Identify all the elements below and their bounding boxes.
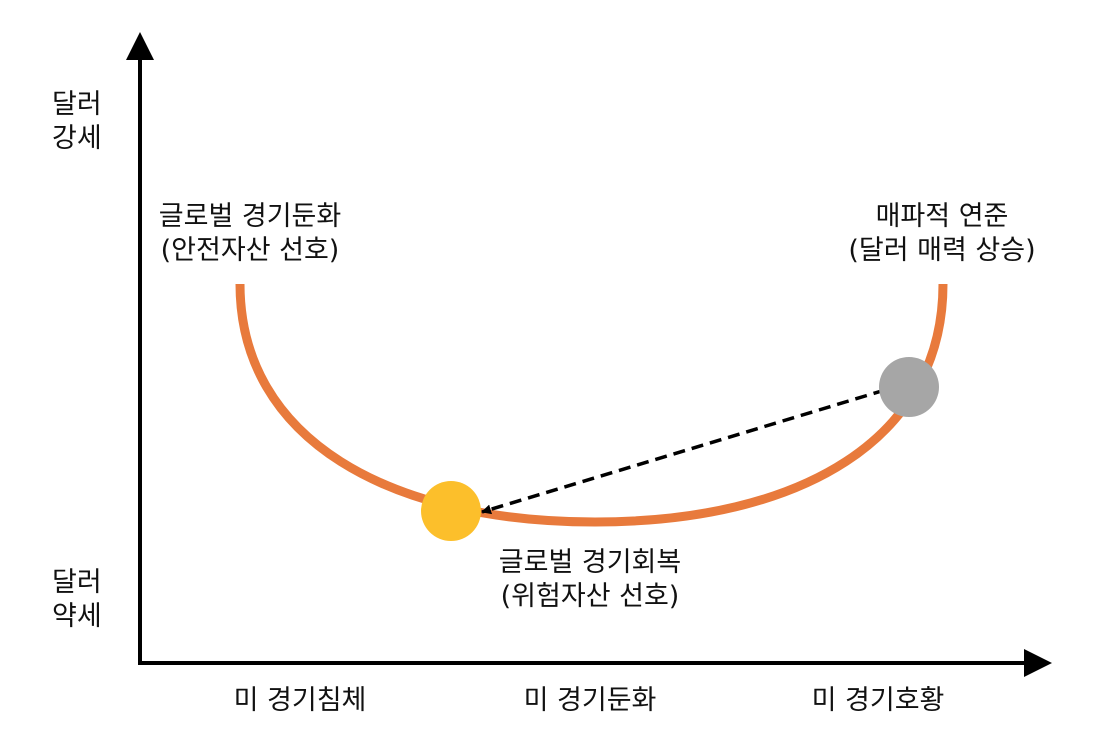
transition-arrow — [481, 388, 886, 515]
y-axis-arrowhead — [126, 32, 154, 60]
annotation-right-sub: (달러 매력 상승) — [848, 235, 1036, 266]
target-state-point — [421, 481, 481, 541]
current-state-point — [879, 357, 939, 417]
annotation-bottom: 글로벌 경기회복 (위험자산 선호) — [480, 546, 700, 614]
annotation-left-title: 글로벌 경기둔화 — [158, 201, 342, 232]
x-axis-arrowhead — [1024, 649, 1052, 677]
annotation-right-title: 매파적 연준 — [875, 201, 1009, 232]
x-axis-label-boom: 미 경기호황 — [811, 685, 945, 716]
annotation-bottom-title: 글로벌 경기회복 — [498, 547, 682, 578]
annotation-bottom-sub: (위험자산 선호) — [500, 581, 680, 612]
y-axis-top-label: 달러 강세 — [52, 89, 102, 154]
annotation-left-sub: (안전자산 선호) — [160, 235, 340, 266]
x-axis-label-recession: 미 경기침체 — [233, 685, 367, 716]
x-axis-label-slowdown: 미 경기둔화 — [523, 685, 657, 716]
y-axis-bottom-label: 달러 약세 — [52, 567, 102, 632]
annotation-left: 글로벌 경기둔화 (안전자산 선호) — [140, 200, 360, 268]
annotation-right: 매파적 연준 (달러 매력 상승) — [832, 200, 1052, 268]
